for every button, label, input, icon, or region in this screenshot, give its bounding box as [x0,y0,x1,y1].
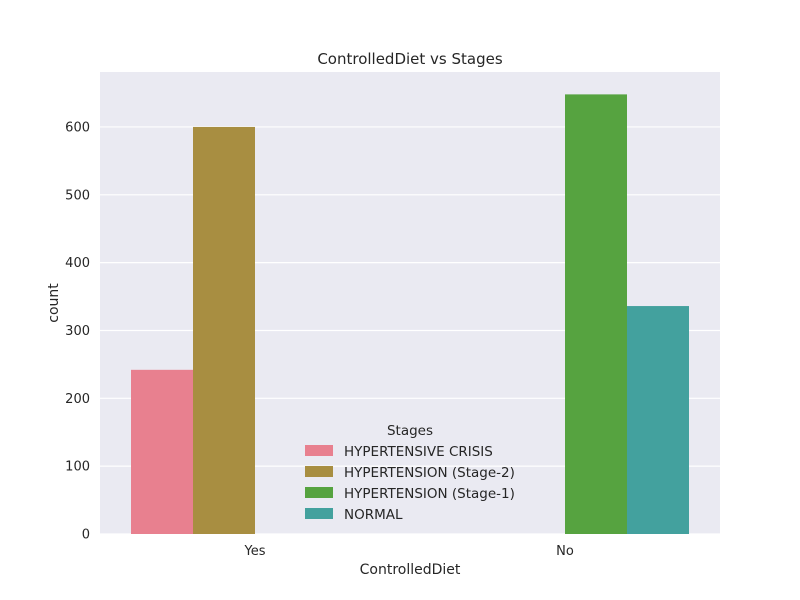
y-tick-label: 0 [82,528,90,543]
legend: Stages HYPERTENSIVE CRISIS HYPERTENSION (… [305,423,515,523]
y-axis-label: count [46,283,62,323]
legend-swatch [305,487,333,498]
legend-items: HYPERTENSIVE CRISIS HYPERTENSION (Stage-2… [305,444,515,523]
bar [627,306,689,534]
y-tick-label: 300 [65,324,90,339]
x-tick-label: No [556,544,574,559]
bar [565,94,627,534]
y-axis-ticks: 0 100 200 300 400 500 600 [65,120,90,542]
y-tick-label: 100 [65,460,90,475]
x-tick-label: Yes [244,544,266,559]
legend-entry: HYPERTENSION (Stage-1) [344,486,515,502]
legend-entry: HYPERTENSION (Stage-2) [344,465,515,481]
legend-entry: HYPERTENSIVE CRISIS [344,444,493,460]
bar [131,369,193,534]
legend-title: Stages [387,423,433,439]
y-tick-label: 500 [65,188,90,203]
legend-swatch [305,508,333,519]
bar [193,126,255,534]
x-axis-ticks: Yes No [244,544,574,559]
bars [131,94,689,534]
legend-swatch [305,466,333,477]
legend-swatch [305,445,333,456]
legend-entry: NORMAL [344,507,403,523]
chart-title: ControlledDiet vs Stages [317,50,503,68]
y-tick-label: 200 [65,392,90,407]
y-tick-label: 600 [65,120,90,135]
x-axis-label: ControlledDiet [360,562,461,578]
y-tick-label: 400 [65,256,90,271]
